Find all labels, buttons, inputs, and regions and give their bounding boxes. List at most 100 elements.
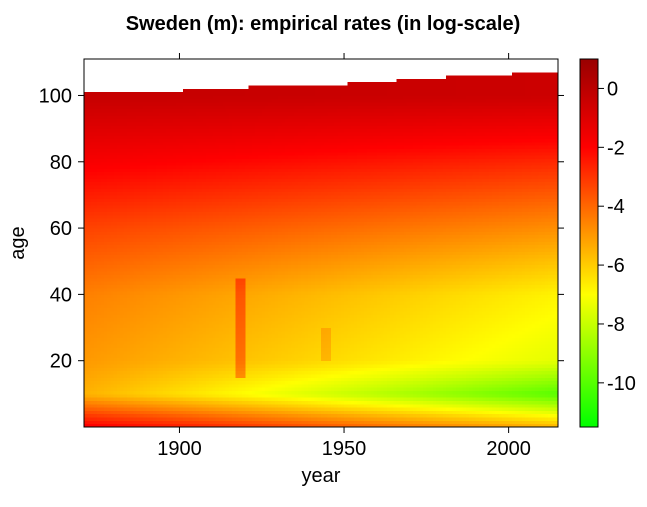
heatmap-cell bbox=[163, 188, 167, 193]
heatmap-cell bbox=[143, 367, 148, 372]
heatmap-cell bbox=[205, 135, 210, 140]
heatmap-cell bbox=[139, 214, 144, 219]
heatmap-cell bbox=[199, 254, 203, 259]
heatmap-cell bbox=[179, 337, 184, 342]
heatmap-cell bbox=[139, 238, 144, 242]
heatmap-cell bbox=[159, 390, 164, 395]
heatmap-cell bbox=[189, 364, 194, 368]
heatmap-cell bbox=[176, 95, 180, 100]
heatmap-cell bbox=[186, 407, 190, 411]
heatmap-cell bbox=[235, 221, 240, 226]
heatmap-cell bbox=[199, 238, 203, 242]
heatmap-cell bbox=[242, 88, 246, 93]
heatmap-cell bbox=[103, 390, 108, 395]
heatmap-cell bbox=[139, 297, 144, 302]
heatmap-area bbox=[83, 58, 559, 428]
heatmap-cell bbox=[235, 397, 240, 401]
heatmap-cell bbox=[186, 357, 190, 362]
heatmap-cell bbox=[172, 131, 177, 136]
heatmap-cell bbox=[169, 175, 174, 179]
heatmap-cell bbox=[110, 128, 115, 133]
heatmap-cell bbox=[110, 204, 115, 209]
heatmap-cell bbox=[209, 377, 213, 382]
heatmap-cell bbox=[139, 367, 144, 372]
heatmap-cell bbox=[225, 191, 230, 196]
heatmap-cell bbox=[143, 393, 148, 398]
heatmap-cell bbox=[113, 347, 118, 352]
heatmap-cell bbox=[182, 257, 187, 262]
heatmap-cell bbox=[202, 324, 207, 329]
heatmap-cell bbox=[133, 165, 138, 169]
heatmap-cell bbox=[163, 410, 167, 415]
heatmap-cell bbox=[169, 370, 174, 375]
heatmap-cell bbox=[235, 364, 240, 368]
heatmap-cell bbox=[87, 254, 92, 259]
heatmap-cell bbox=[182, 158, 187, 163]
heatmap-cell bbox=[123, 417, 128, 421]
heatmap-cell bbox=[93, 211, 98, 216]
heatmap-cell bbox=[87, 304, 92, 309]
heatmap-cell bbox=[126, 118, 131, 123]
heatmap-cell bbox=[192, 135, 197, 140]
heatmap-cell bbox=[159, 231, 164, 236]
heatmap-cell bbox=[163, 367, 167, 372]
heatmap-cell bbox=[195, 360, 200, 365]
heatmap-cell bbox=[130, 354, 134, 358]
heatmap-cell bbox=[123, 155, 128, 159]
heatmap-cell bbox=[218, 373, 223, 378]
heatmap-cell bbox=[93, 317, 98, 322]
heatmap-cell bbox=[133, 218, 138, 222]
heatmap-cell bbox=[133, 373, 138, 378]
heatmap-cell bbox=[143, 151, 148, 156]
heatmap-cell bbox=[238, 251, 243, 256]
heatmap-cell bbox=[143, 330, 148, 335]
heatmap-cell bbox=[235, 337, 240, 342]
heatmap-cell bbox=[189, 350, 194, 355]
heatmap-cell bbox=[100, 191, 105, 196]
heatmap-cell bbox=[100, 135, 105, 140]
heatmap-cell bbox=[84, 307, 88, 312]
heatmap-cell bbox=[166, 274, 171, 279]
heatmap-cell bbox=[90, 221, 95, 226]
heatmap-cell bbox=[159, 310, 164, 315]
heatmap-cell bbox=[133, 310, 138, 315]
heatmap-cell bbox=[222, 350, 227, 355]
heatmap-cell bbox=[182, 377, 187, 382]
heatmap-cell bbox=[195, 218, 200, 222]
heatmap-cell bbox=[87, 264, 92, 269]
heatmap-cell bbox=[199, 257, 203, 262]
heatmap-cell bbox=[225, 324, 230, 329]
heatmap-cell bbox=[228, 178, 233, 183]
heatmap-cell bbox=[100, 247, 105, 252]
heatmap-cell bbox=[87, 340, 92, 345]
heatmap-cell bbox=[116, 95, 121, 100]
heatmap-cell bbox=[189, 410, 194, 415]
heatmap-cell bbox=[133, 194, 138, 199]
heatmap-cell bbox=[189, 171, 194, 176]
heatmap-cell bbox=[222, 234, 227, 239]
heatmap-cell bbox=[136, 407, 141, 411]
heatmap-cell bbox=[238, 141, 243, 146]
heatmap-cell bbox=[215, 383, 220, 388]
heatmap-cell bbox=[123, 314, 128, 319]
heatmap-cell bbox=[133, 267, 138, 272]
heatmap-cell bbox=[97, 377, 101, 382]
heatmap-cell bbox=[110, 194, 115, 199]
heatmap-cell bbox=[209, 148, 213, 153]
heatmap-cell bbox=[153, 380, 157, 385]
heatmap-cell bbox=[97, 105, 101, 110]
heatmap-cell bbox=[228, 423, 233, 428]
heatmap-cell bbox=[242, 105, 246, 110]
heatmap-cell bbox=[143, 194, 148, 199]
heatmap-cell bbox=[202, 400, 207, 405]
heatmap-cell bbox=[136, 380, 141, 385]
heatmap-cell bbox=[90, 181, 95, 186]
heatmap-cell bbox=[130, 204, 134, 209]
heatmap-cell bbox=[238, 238, 243, 242]
heatmap-cell bbox=[116, 188, 121, 193]
heatmap-cell bbox=[169, 271, 174, 275]
heatmap-cell bbox=[195, 330, 200, 335]
heatmap-cell bbox=[93, 98, 98, 103]
heatmap-cell bbox=[182, 267, 187, 272]
heatmap-cell bbox=[189, 141, 194, 146]
